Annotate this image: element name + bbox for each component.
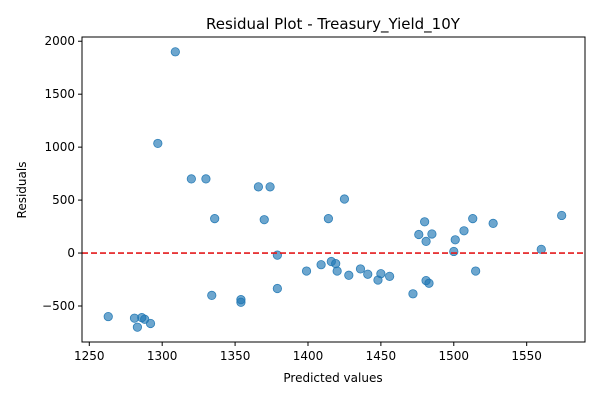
data-point xyxy=(316,260,326,270)
x-tick-label: 1400 xyxy=(293,349,324,363)
data-point xyxy=(301,266,312,276)
y-tick-label: 2000 xyxy=(44,34,75,48)
x-tick-label: 1350 xyxy=(220,349,251,363)
data-point xyxy=(373,275,383,285)
data-point xyxy=(201,174,211,184)
data-point xyxy=(323,214,333,224)
data-point xyxy=(427,229,437,239)
data-point xyxy=(253,182,264,192)
data-point xyxy=(236,297,246,307)
data-point xyxy=(424,278,434,288)
data-point xyxy=(259,215,269,225)
data-point xyxy=(170,47,180,57)
data-point xyxy=(471,266,481,276)
y-axis: −500 0 500 1000 1500 2000 xyxy=(42,34,82,313)
y-axis-label: Residuals xyxy=(15,162,29,219)
data-point xyxy=(272,250,282,260)
data-point xyxy=(488,218,498,228)
y-tick-label: 500 xyxy=(52,193,75,207)
x-axis-label: Predicted values xyxy=(283,371,382,385)
data-point xyxy=(414,229,424,240)
plot-area xyxy=(82,47,585,332)
x-tick-label: 1300 xyxy=(147,349,178,363)
data-point xyxy=(272,283,282,294)
data-point xyxy=(332,266,342,276)
data-point xyxy=(207,290,217,301)
data-point xyxy=(385,271,395,281)
data-point xyxy=(132,322,143,332)
x-tick-label: 1500 xyxy=(439,349,470,363)
data-point xyxy=(420,217,430,227)
axes-frame xyxy=(81,36,586,343)
data-point xyxy=(450,235,460,245)
data-point xyxy=(339,194,350,204)
data-point xyxy=(421,236,431,246)
x-tick-label: 1450 xyxy=(366,349,397,363)
chart-title: Residual Plot - Treasury_Yield_10Y xyxy=(206,15,461,34)
y-tick-label: 0 xyxy=(67,246,75,260)
data-point xyxy=(103,311,113,322)
y-tick-label: 1000 xyxy=(44,140,75,154)
data-point xyxy=(355,264,366,274)
data-point xyxy=(344,270,354,280)
data-point xyxy=(363,269,373,279)
data-point xyxy=(468,214,478,224)
data-point xyxy=(265,182,275,192)
data-point xyxy=(210,214,220,224)
x-axis: 1250 1300 1350 1400 1450 1500 1550 xyxy=(74,342,542,363)
data-point xyxy=(408,289,418,299)
data-point xyxy=(331,259,341,269)
x-tick-label: 1250 xyxy=(74,349,105,363)
data-point xyxy=(186,174,196,184)
x-tick-label: 1550 xyxy=(511,349,542,363)
data-point xyxy=(145,318,156,329)
data-point xyxy=(449,246,459,257)
data-point xyxy=(459,226,469,236)
y-tick-label: 1500 xyxy=(44,87,75,101)
y-tick-label: −500 xyxy=(42,299,75,313)
data-point xyxy=(153,138,163,149)
data-point xyxy=(557,210,567,221)
